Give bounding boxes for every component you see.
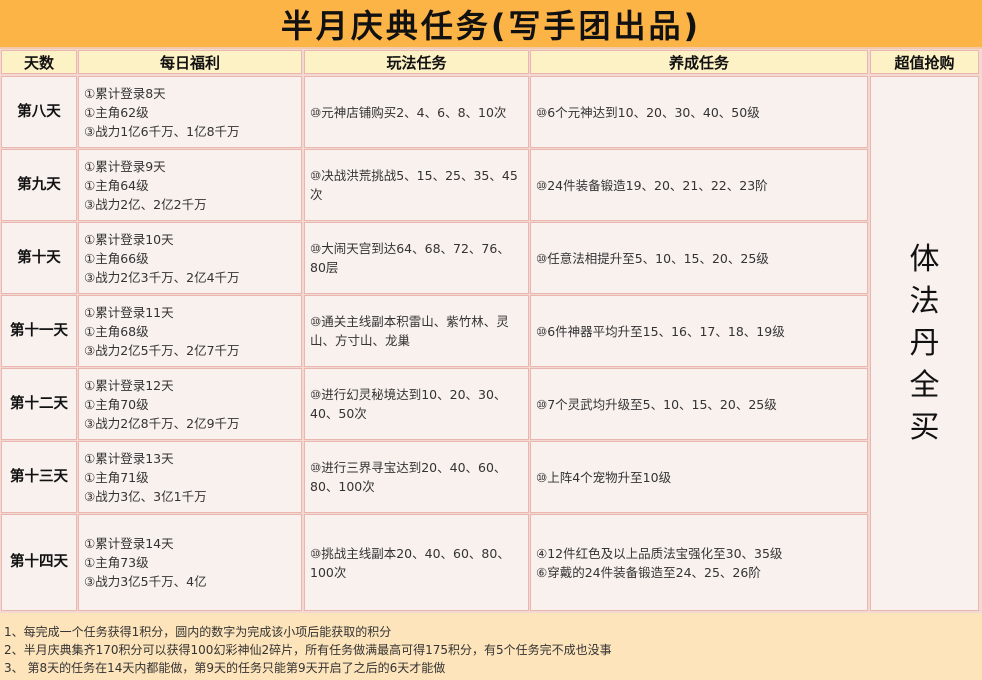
play-task-cell: ⑩通关主线副本积雷山、紫竹林、灵山、方寸山、龙巢 — [304, 295, 529, 367]
special-char: 体 — [909, 241, 940, 277]
cell-text: ⑩任意法相提升至5、10、15、20、25级 — [536, 250, 769, 266]
welfare-cell: ①累计登录14天 ①主角73级 ③战力3亿5千万、4亿 — [78, 514, 302, 611]
play-task-cell: ⑩进行三界寻宝达到20、40、60、80、100次 — [304, 441, 529, 513]
header-special: 超值抢购 — [870, 50, 979, 74]
cell-text: ⑩进行幻灵秘境达到10、20、30、40、50次 — [310, 387, 507, 421]
cell-text: ①主角64级 — [84, 177, 149, 193]
cell-text: ①主角70级 — [84, 396, 149, 412]
cell-text: ①累计登录10天 — [84, 231, 174, 247]
day-cell: 第十三天 — [1, 441, 77, 513]
note: 2、半月庆典集齐170积分可以获得100幻彩神仙2碎片，所有任务做满最高可得17… — [4, 643, 612, 657]
cell-text: ⑩通关主线副本积雷山、紫竹林、灵山、方寸山、龙巢 — [310, 314, 509, 348]
play-task-cell: ⑩大闹天宫到达64、68、72、76、80层 — [304, 222, 529, 294]
cell-text: ⑩24件装备锻造19、20、21、22、23阶 — [536, 177, 768, 193]
page-title: 半月庆典任务(写手团出品) — [0, 0, 982, 49]
special-char: 丹 — [909, 325, 940, 361]
grow-task-cell: ⑩6个元神达到10、20、30、40、50级 — [530, 76, 868, 148]
grow-task-cell: ⑩7个灵武均升级至5、10、15、20、25级 — [530, 368, 868, 440]
cell-text: ③战力2亿、2亿2千万 — [84, 196, 207, 212]
welfare-cell: ①累计登录9天 ①主角64级 ③战力2亿、2亿2千万 — [78, 149, 302, 221]
notes: 1、每完成一个任务获得1积分，圆内的数字为完成该小项后能获取的积分 2、半月庆典… — [0, 613, 982, 680]
cell-text: ⑩挑战主线副本20、40、60、80、100次 — [310, 545, 510, 580]
play-task-cell: ⑩决战洪荒挑战5、15、25、35、45次 — [304, 149, 529, 221]
day-cell: 第十一天 — [1, 295, 77, 367]
welfare-cell: ①累计登录10天 ①主角66级 ③战力2亿3千万、2亿4千万 — [78, 222, 302, 294]
cell-text: ③战力2亿3千万、2亿4千万 — [84, 269, 240, 285]
cell-text: ①累计登录11天 — [84, 304, 174, 320]
cell-text: ⑩大闹天宫到达64、68、72、76、80层 — [310, 241, 510, 275]
welfare-cell: ①累计登录8天 ①主角62级 ③战力1亿6千万、1亿8千万 — [78, 76, 302, 148]
play-task-cell: ⑩进行幻灵秘境达到10、20、30、40、50次 — [304, 368, 529, 440]
grow-task-cell: ⑩24件装备锻造19、20、21、22、23阶 — [530, 149, 868, 221]
day-cell: 第十四天 — [1, 514, 77, 611]
cell-text: ③战力3亿5千万、4亿 — [84, 574, 207, 589]
cell-text: ⑩进行三界寻宝达到20、40、60、80、100次 — [310, 460, 507, 494]
grow-task-cell: ⑩任意法相提升至5、10、15、20、25级 — [530, 222, 868, 294]
grow-task-cell: ⑩上阵4个宠物升至10级 — [530, 441, 868, 513]
welfare-cell: ①累计登录13天 ①主角71级 ③战力3亿、3亿1千万 — [78, 441, 302, 513]
play-task-cell: ⑩挑战主线副本20、40、60、80、100次 — [304, 514, 529, 611]
header-welfare: 每日福利 — [78, 50, 302, 74]
day-cell: 第十天 — [1, 222, 77, 294]
cell-text: ①主角68级 — [84, 323, 149, 339]
note: 1、每完成一个任务获得1积分，圆内的数字为完成该小项后能获取的积分 — [4, 625, 392, 639]
header-grow: 养成任务 — [530, 50, 868, 74]
cell-text: ⑩决战洪荒挑战5、15、25、35、45次 — [310, 168, 518, 202]
special-char: 买 — [909, 409, 940, 445]
cell-text: ⑩6个元神达到10、20、30、40、50级 — [536, 104, 760, 120]
play-task-cell: ⑩元神店铺购买2、4、6、8、10次 — [304, 76, 529, 148]
header-day: 天数 — [1, 50, 77, 74]
cell-text: ⑩上阵4个宠物升至10级 — [536, 469, 672, 485]
special-offer-cell: 体法丹全买 — [870, 76, 979, 611]
special-char: 全 — [909, 367, 940, 403]
note: 3、 第8天的任务在14天内都能做，第9天的任务只能第9天开启了之后的6天才能做 — [4, 661, 446, 675]
header-play: 玩法任务 — [304, 50, 529, 74]
grow-task-cell: ⑩6件神器平均升至15、16、17、18、19级 — [530, 295, 868, 367]
cell-text: ⑩6件神器平均升至15、16、17、18、19级 — [536, 323, 785, 339]
cell-text: ③战力2亿5千万、2亿7千万 — [84, 342, 240, 358]
cell-text: ①累计登录9天 — [84, 158, 166, 174]
cell-text: ③战力1亿6千万、1亿8千万 — [84, 123, 240, 139]
cell-text: ④12件红色及以上品质法宝强化至30、35级 — [536, 545, 783, 561]
cell-text: ①主角71级 — [84, 469, 149, 485]
cell-text: ①累计登录14天 — [84, 536, 174, 551]
day-cell: 第十二天 — [1, 368, 77, 440]
cell-text: ①主角66级 — [84, 250, 149, 266]
cell-text: ①主角73级 — [84, 555, 149, 570]
grow-task-cell: ④12件红色及以上品质法宝强化至30、35级 ⑥穿戴的24件装备锻造至24、25、… — [530, 514, 868, 611]
cell-text: ①累计登录12天 — [84, 377, 174, 393]
day-cell: 第八天 — [1, 76, 77, 148]
cell-text: ⑥穿戴的24件装备锻造至24、25、26阶 — [536, 564, 761, 580]
day-cell: 第九天 — [1, 149, 77, 221]
cell-text: ⑩元神店铺购买2、4、6、8、10次 — [310, 104, 507, 120]
welfare-cell: ①累计登录12天 ①主角70级 ③战力2亿8千万、2亿9千万 — [78, 368, 302, 440]
cell-text: ①主角62级 — [84, 104, 149, 120]
cell-text: ③战力2亿8千万、2亿9千万 — [84, 415, 240, 431]
cell-text: ①累计登录8天 — [84, 85, 166, 101]
welfare-cell: ①累计登录11天 ①主角68级 ③战力2亿5千万、2亿7千万 — [78, 295, 302, 367]
special-char: 法 — [909, 283, 940, 319]
cell-text: ①累计登录13天 — [84, 450, 174, 466]
cell-text: ③战力3亿、3亿1千万 — [84, 488, 207, 504]
cell-text: ⑩7个灵武均升级至5、10、15、20、25级 — [536, 396, 777, 412]
